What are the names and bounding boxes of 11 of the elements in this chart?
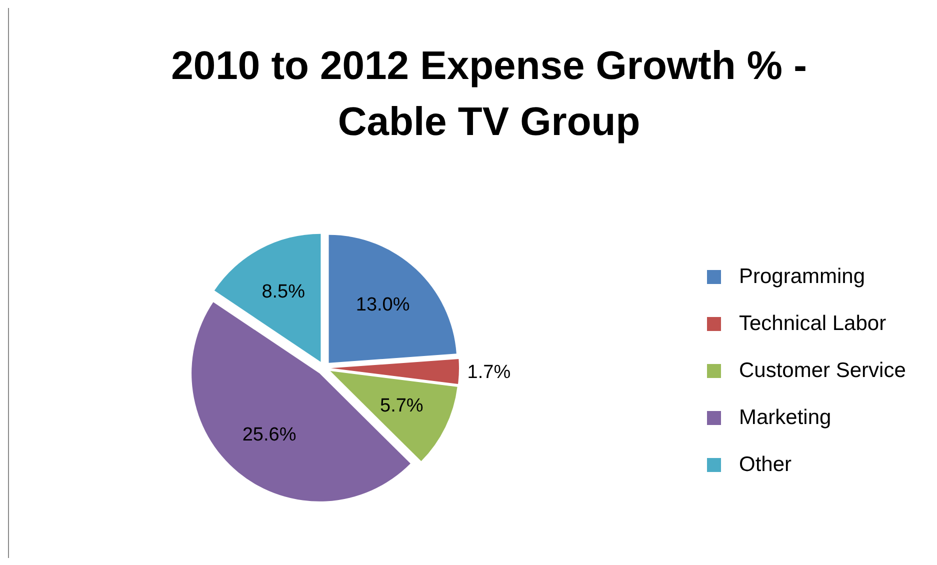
legend-label: Marketing xyxy=(739,406,832,430)
data-label: 13.0% xyxy=(356,294,410,316)
legend-label: Programming xyxy=(739,264,866,288)
data-label: 25.6% xyxy=(242,424,296,446)
chart-title: 2010 to 2012 Expense Growth % - Cable TV Group xyxy=(170,43,808,146)
data-label: 1.7% xyxy=(467,362,511,383)
legend-label: Technical Labor xyxy=(739,312,886,336)
data-label: 5.7% xyxy=(380,395,424,416)
legend-label: Other xyxy=(739,452,792,476)
legend-label: Customer Service xyxy=(739,358,906,382)
data-label: 8.5% xyxy=(262,281,306,302)
